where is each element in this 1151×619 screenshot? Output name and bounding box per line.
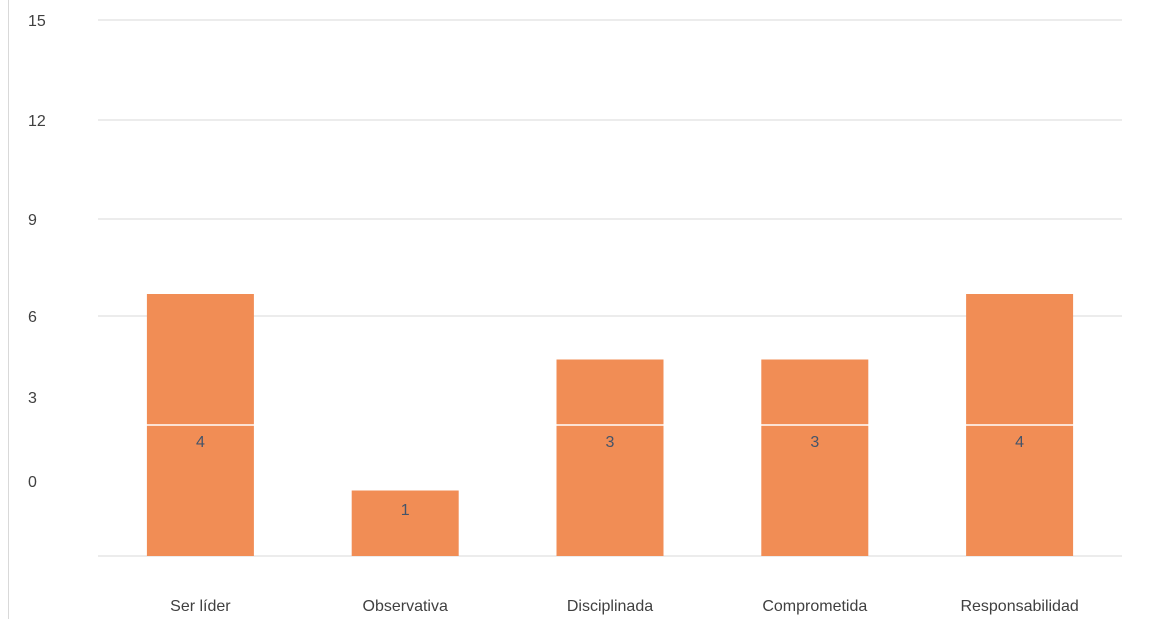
y-tick-label: 3 — [28, 390, 37, 407]
bar-3 — [761, 359, 869, 556]
data-label: 4 — [1015, 434, 1024, 451]
y-tick-label: 12 — [28, 113, 46, 130]
bar-1 — [351, 490, 459, 556]
y-tick-label: 0 — [28, 474, 37, 491]
data-label: 3 — [606, 434, 615, 451]
bar-2 — [556, 359, 664, 556]
category-label: Disciplinada — [567, 598, 653, 615]
category-label: Comprometida — [762, 598, 867, 615]
y-tick-label: 15 — [28, 13, 46, 30]
category-label: Observativa — [363, 598, 448, 615]
data-label: 4 — [196, 434, 205, 451]
y-tick-label: 6 — [28, 309, 37, 326]
chart-left-border — [8, 0, 9, 619]
data-label: 3 — [810, 434, 819, 451]
data-label: 1 — [401, 502, 410, 519]
y-tick-label: 9 — [28, 212, 37, 229]
category-label: Ser líder — [170, 598, 231, 615]
category-label: Responsabilidad — [960, 598, 1078, 615]
